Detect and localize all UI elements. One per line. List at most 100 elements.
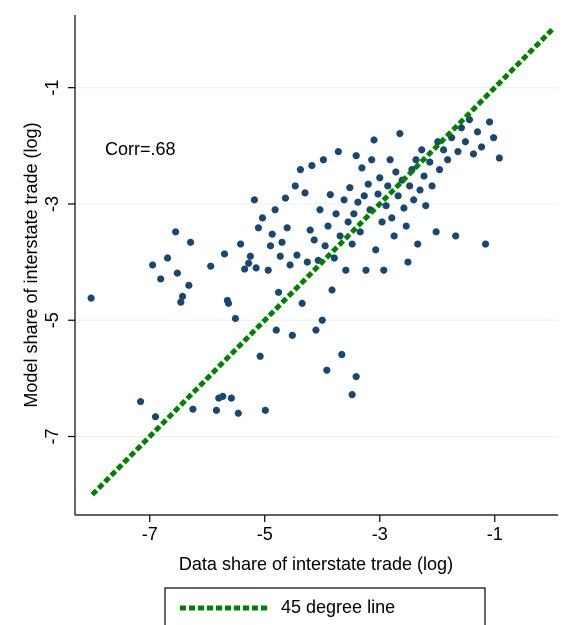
scatter-point (87, 294, 95, 302)
scatter-point (272, 326, 280, 334)
scatter-point (220, 250, 229, 258)
scatter-point (136, 398, 145, 406)
scatter-point (439, 146, 448, 154)
scatter-point (224, 299, 233, 307)
scatter-point (319, 156, 327, 164)
scatter-point (256, 352, 264, 360)
scatter-point (330, 254, 338, 262)
scatter-point (444, 156, 452, 164)
scatter-point (338, 350, 346, 359)
scatter-point (400, 204, 408, 212)
scatter-point (348, 240, 356, 248)
scatter-point (163, 254, 172, 262)
scatter-point (420, 172, 428, 180)
scatter-point (360, 192, 368, 200)
scatter-point (291, 182, 299, 190)
scatter-point (332, 210, 340, 218)
scatter-point (324, 222, 332, 230)
plot-area (75, 27, 558, 497)
scatter-point (410, 196, 418, 204)
scatter-point (340, 196, 348, 204)
legend-label: 45 degree line (281, 597, 395, 617)
scatter-point (252, 264, 260, 272)
scatter-point (495, 154, 503, 162)
scatter-point (207, 262, 215, 270)
scatter-point (402, 222, 410, 230)
scatter-point (266, 242, 275, 250)
scatter-point (303, 258, 311, 266)
x-axis-title: Data share of interstate trade (log) (179, 554, 453, 574)
scatter-point (212, 406, 221, 414)
scatter-point (268, 230, 276, 238)
scatter-point (186, 238, 195, 246)
scatter-point (352, 373, 360, 381)
scatter-point (227, 394, 235, 402)
scatter-point (177, 298, 185, 306)
scatter-point (485, 118, 494, 126)
scatter-point (404, 258, 412, 266)
scatter-point (264, 266, 272, 274)
scatter-point (392, 168, 400, 176)
scatter-point (350, 210, 358, 218)
scatter-point (390, 232, 398, 240)
scatter-point (293, 251, 301, 259)
scatter-point (310, 236, 318, 244)
x-tick-label: -7 (142, 524, 158, 544)
scatter-point (172, 228, 180, 236)
y-tick-label: -3 (42, 196, 62, 212)
scatter-point (432, 228, 440, 236)
scatter-point (151, 413, 160, 421)
scatter-point (374, 190, 382, 198)
scatter-point (477, 143, 486, 151)
scatter-point (412, 156, 420, 164)
scatter-point (178, 292, 187, 300)
scatter-point (422, 202, 430, 210)
y-tick-label: -5 (42, 312, 62, 328)
scatter-point (481, 240, 490, 248)
y-tick-label: -7 (42, 429, 62, 445)
scatter-point (271, 206, 279, 214)
scatter-point (416, 186, 424, 194)
scatter-point (281, 194, 290, 202)
scatter-point (306, 226, 314, 234)
scatter-point (288, 331, 296, 339)
scatter-point (258, 214, 267, 222)
scatter-point (473, 128, 482, 136)
scatter-point (219, 392, 227, 400)
scatter-point (388, 214, 396, 222)
scatter-point (382, 202, 390, 210)
scatter-point (149, 261, 157, 269)
scatter-point (342, 266, 350, 274)
scatter-point (454, 148, 462, 156)
scatter-point (231, 314, 240, 323)
scatter-point (356, 228, 364, 236)
reference-line (90, 27, 555, 497)
scatter-point (326, 191, 334, 199)
scatter-point (376, 174, 384, 182)
scatter-point (276, 252, 284, 260)
scatter-point (250, 196, 258, 204)
scatter-point (457, 124, 465, 132)
scatter-point (318, 316, 326, 324)
scatter-point (378, 218, 386, 226)
scatter-point (323, 366, 331, 374)
scatter-point (296, 166, 304, 174)
scatter-point (418, 146, 426, 154)
scatter-point (426, 158, 434, 166)
scatter-point (358, 164, 366, 172)
scatter-point (348, 391, 356, 399)
scatter-point (396, 130, 404, 138)
scatter-point (362, 266, 370, 274)
scatter-point (336, 232, 344, 240)
y-tick-label: -1 (42, 80, 62, 96)
scatter-point (321, 242, 329, 250)
scatter-point (435, 166, 444, 174)
scatter-point (301, 189, 309, 197)
scatter-point (414, 240, 422, 248)
scatter-point (384, 182, 392, 190)
scatter-point (246, 252, 254, 260)
scatter-point (469, 150, 478, 158)
scatter-point (386, 156, 394, 164)
scatter-point (406, 182, 414, 190)
